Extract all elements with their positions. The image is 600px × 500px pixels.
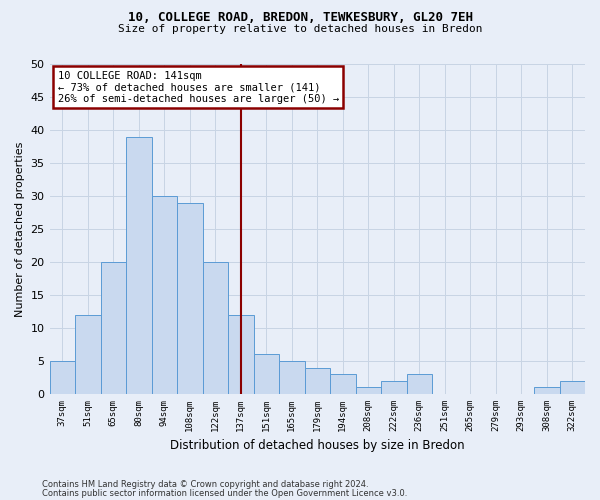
Bar (560, 381, 585, 394)
Bar (126, 136, 152, 394)
Text: Contains public sector information licensed under the Open Government Licence v3: Contains public sector information licen… (42, 489, 407, 498)
Bar (407, 374, 432, 394)
Bar (330, 374, 356, 394)
Bar (152, 196, 177, 394)
Bar (50, 361, 75, 394)
Bar (177, 202, 203, 394)
Bar (356, 388, 381, 394)
Text: 10 COLLEGE ROAD: 141sqm
← 73% of detached houses are smaller (141)
26% of semi-d: 10 COLLEGE ROAD: 141sqm ← 73% of detache… (58, 70, 339, 104)
Bar (381, 381, 407, 394)
Bar (228, 315, 254, 394)
Bar (305, 368, 330, 394)
Text: 10, COLLEGE ROAD, BREDON, TEWKESBURY, GL20 7EH: 10, COLLEGE ROAD, BREDON, TEWKESBURY, GL… (128, 11, 473, 24)
Bar (534, 388, 560, 394)
X-axis label: Distribution of detached houses by size in Bredon: Distribution of detached houses by size … (170, 440, 464, 452)
Text: Size of property relative to detached houses in Bredon: Size of property relative to detached ho… (118, 24, 482, 34)
Bar (279, 361, 305, 394)
Bar (203, 262, 228, 394)
Text: Contains HM Land Registry data © Crown copyright and database right 2024.: Contains HM Land Registry data © Crown c… (42, 480, 368, 489)
Bar (75, 315, 101, 394)
Y-axis label: Number of detached properties: Number of detached properties (15, 142, 25, 316)
Bar (254, 354, 279, 394)
Bar (101, 262, 126, 394)
